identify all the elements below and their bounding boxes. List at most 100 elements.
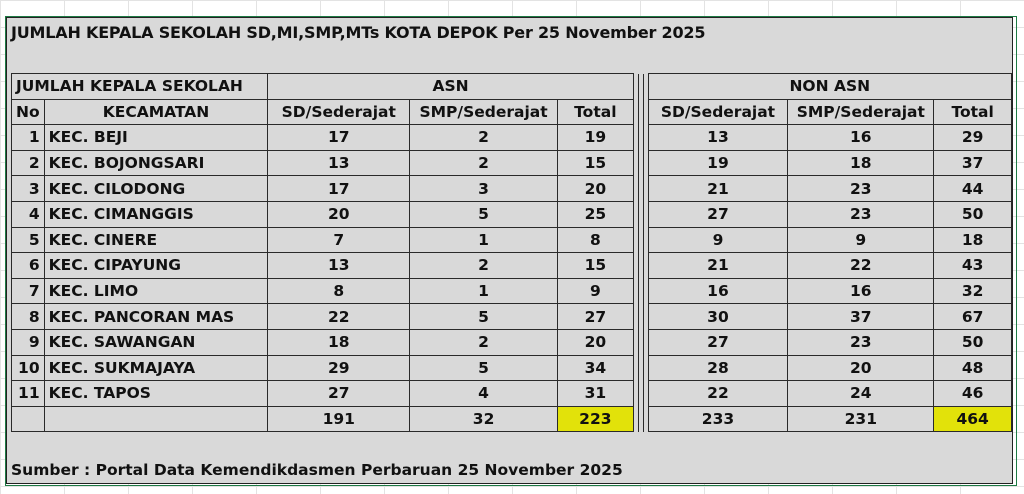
table-row: 4 KEC. CIMANGGIS 20 5 25 27 23 50 xyxy=(11,200,1012,228)
non-asn-sd-value: 27 xyxy=(647,328,789,356)
asn-sd-value: 17 xyxy=(267,175,411,202)
asn-total-header: Total xyxy=(557,98,634,126)
kecamatan-name: KEC. PANCORAN MAS xyxy=(43,303,269,330)
group-header-row: JUMLAH KEPALA SEKOLAH ASN NON ASN xyxy=(10,73,1013,100)
total-non-asn-sd: 233 xyxy=(647,405,789,433)
non-asn-smp-value: 18 xyxy=(787,149,935,177)
non-asn-smp-value: 23 xyxy=(787,200,935,228)
asn-total-value: 19 xyxy=(557,124,634,151)
row-number: 3 xyxy=(11,175,45,202)
non-asn-sd-value: 28 xyxy=(647,354,789,382)
non-asn-total-value: 29 xyxy=(933,124,1012,151)
asn-total-value: 25 xyxy=(557,200,634,228)
table-row: 10 KEC. SUKMAJAYA 29 5 34 28 20 48 xyxy=(11,354,1012,382)
non-asn-smp-value: 16 xyxy=(787,277,935,305)
non-asn-sd-value: 21 xyxy=(647,175,789,202)
row-number: 9 xyxy=(11,328,45,356)
non-asn-sd-value: 19 xyxy=(647,149,789,177)
non-asn-total-value: 44 xyxy=(933,175,1012,202)
non-asn-sd-value: 9 xyxy=(647,226,789,254)
row-number: 2 xyxy=(11,149,45,177)
table-row: 2 KEC. BOJONGSARI 13 2 15 19 18 37 xyxy=(11,149,1012,177)
total-asn-smp: 32 xyxy=(409,405,558,433)
asn-smp-value: 2 xyxy=(409,328,558,356)
table-row: 3 KEC. CILODONG 17 3 20 21 23 44 xyxy=(11,175,1012,202)
non-asn-total-value: 50 xyxy=(933,200,1012,228)
non-asn-smp-value: 20 xyxy=(787,354,935,382)
non-asn-total-header: Total xyxy=(933,98,1012,126)
kecamatan-name: KEC. CIMANGGIS xyxy=(43,200,269,228)
non-asn-total-value: 46 xyxy=(933,380,1012,407)
report-sheet: JUMLAH KEPALA SEKOLAH SD,MI,SMP,MTs KOTA… xyxy=(6,17,1013,484)
kecamatan-name: KEC. SUKMAJAYA xyxy=(43,354,269,382)
asn-smp-value: 2 xyxy=(409,149,558,177)
empty-cell xyxy=(43,405,269,433)
totals-row: 191 32 223 233 231 464 xyxy=(11,405,1012,433)
non-asn-total-value: 50 xyxy=(933,328,1012,356)
asn-total-value: 8 xyxy=(557,226,634,254)
non-asn-smp-value: 22 xyxy=(787,252,935,279)
source-note: Sumber : Portal Data Kemendikdasmen Perb… xyxy=(11,461,623,479)
group-label: JUMLAH KEPALA SEKOLAH xyxy=(10,73,269,100)
asn-sd-value: 8 xyxy=(267,277,411,305)
total-asn-grand: 223 xyxy=(557,405,634,433)
asn-smp-value: 4 xyxy=(409,380,558,407)
table-row: 7 KEC. LIMO 8 1 9 16 16 32 xyxy=(11,277,1012,305)
row-number: 5 xyxy=(11,226,45,254)
kecamatan-name: KEC. BOJONGSARI xyxy=(43,149,269,177)
non-asn-smp-value: 23 xyxy=(787,328,935,356)
non-asn-sd-value: 16 xyxy=(647,277,789,305)
kecamatan-name: KEC. CINERE xyxy=(43,226,269,254)
non-asn-sd-value: 13 xyxy=(647,124,789,151)
table-row: 9 KEC. SAWANGAN 18 2 20 27 23 50 xyxy=(11,328,1012,356)
asn-sd-value: 17 xyxy=(267,124,411,151)
asn-total-value: 15 xyxy=(557,252,634,279)
total-non-asn-smp: 231 xyxy=(787,405,935,433)
kecamatan-name: KEC. SAWANGAN xyxy=(43,328,269,356)
non-asn-smp-value: 16 xyxy=(787,124,935,151)
row-number: 7 xyxy=(11,277,45,305)
table-row: 6 KEC. CIPAYUNG 13 2 15 21 22 43 xyxy=(11,252,1012,279)
asn-total-value: 15 xyxy=(557,149,634,177)
table-row: 11 KEC. TAPOS 27 4 31 22 24 46 xyxy=(11,380,1012,407)
asn-sd-value: 13 xyxy=(267,252,411,279)
non-asn-smp-value: 24 xyxy=(787,380,935,407)
non-asn-sd-value: 22 xyxy=(647,380,789,407)
non-asn-total-value: 48 xyxy=(933,354,1012,382)
asn-smp-value: 2 xyxy=(409,124,558,151)
asn-sd-value: 20 xyxy=(267,200,411,228)
non-asn-total-value: 43 xyxy=(933,252,1012,279)
non-asn-total-value: 37 xyxy=(933,149,1012,177)
non-asn-smp-value: 23 xyxy=(787,175,935,202)
row-number: 1 xyxy=(11,124,45,151)
asn-smp-value: 5 xyxy=(409,354,558,382)
sheet-title: JUMLAH KEPALA SEKOLAH SD,MI,SMP,MTs KOTA… xyxy=(11,23,706,42)
non-asn-smp-value: 37 xyxy=(787,303,935,330)
non-asn-smp-value: 9 xyxy=(787,226,935,254)
kecamatan-name: KEC. TAPOS xyxy=(43,380,269,407)
asn-sd-value: 18 xyxy=(267,328,411,356)
row-number: 4 xyxy=(11,200,45,228)
empty-cell xyxy=(11,405,45,433)
no-header: No xyxy=(11,98,45,126)
kecamatan-header: KECAMATAN xyxy=(43,98,269,126)
asn-smp-value: 2 xyxy=(409,252,558,279)
kecamatan-name: KEC. CIPAYUNG xyxy=(43,252,269,279)
table-row: 1 KEC. BEJI 17 2 19 13 16 29 xyxy=(11,124,1012,151)
asn-total-value: 31 xyxy=(557,380,634,407)
asn-total-value: 9 xyxy=(557,277,634,305)
kecamatan-name: KEC. LIMO xyxy=(43,277,269,305)
asn-total-value: 27 xyxy=(557,303,634,330)
asn-smp-value: 5 xyxy=(409,303,558,330)
non-asn-total-value: 67 xyxy=(933,303,1012,330)
total-non-asn-grand: 464 xyxy=(933,405,1012,433)
non-asn-total-value: 32 xyxy=(933,277,1012,305)
asn-smp-value: 3 xyxy=(409,175,558,202)
asn-total-value: 34 xyxy=(557,354,634,382)
non-asn-header: NON ASN xyxy=(647,73,1013,100)
asn-sd-value: 27 xyxy=(267,380,411,407)
column-header-row: No KECAMATAN SD/Sederajat SMP/Sederajat … xyxy=(11,98,1012,126)
asn-smp-header: SMP/Sederajat xyxy=(409,98,558,126)
kecamatan-name: KEC. CILODONG xyxy=(43,175,269,202)
non-asn-sd-value: 27 xyxy=(647,200,789,228)
